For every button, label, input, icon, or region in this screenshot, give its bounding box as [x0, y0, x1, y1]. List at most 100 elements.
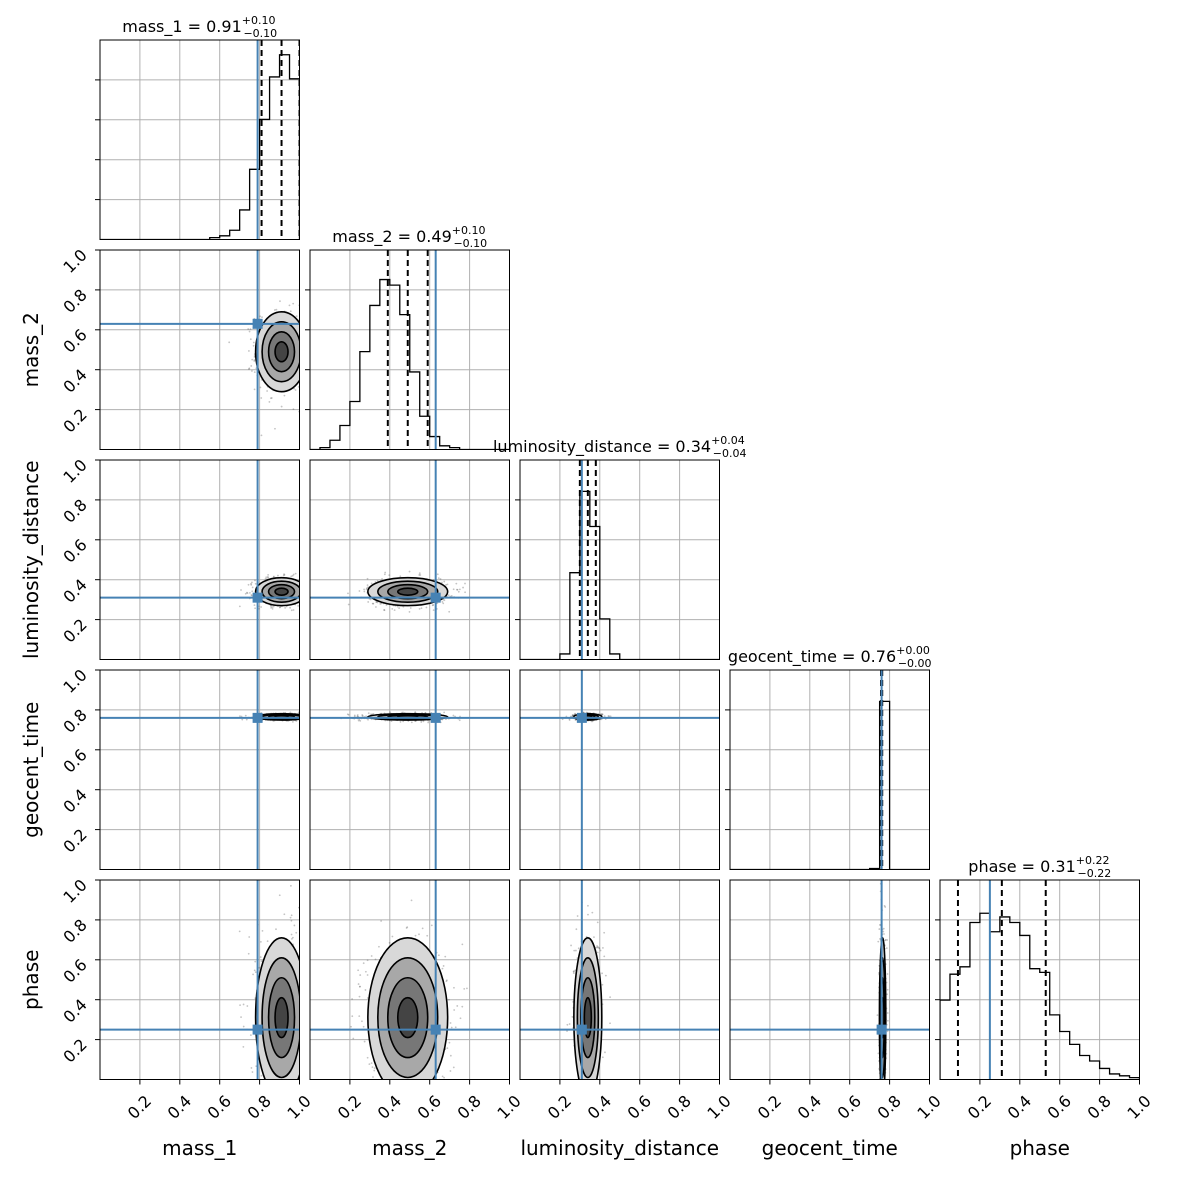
sample-point: [591, 720, 593, 723]
sample-point: [381, 577, 383, 580]
contour-line: [367, 576, 449, 607]
sample-point: [273, 575, 275, 578]
sample-point: [251, 358, 254, 361]
sample-point: [280, 1081, 282, 1083]
histogram-panel-geocent_time: geocent_time = 0.76+0.00 −0.00: [725, 644, 932, 870]
sample-point: [301, 719, 303, 721]
sample-point: [251, 586, 254, 589]
sample-point: [571, 714, 574, 717]
sample-point: [389, 711, 391, 713]
sample-point: [295, 931, 298, 934]
scatter-panel-mass_2-vs-luminosity_distance: [309, 459, 510, 660]
sample-point: [247, 583, 250, 586]
sample-point: [306, 592, 308, 594]
sample-point: [267, 576, 270, 579]
sample-point: [254, 1090, 256, 1092]
sample-point: [252, 973, 254, 976]
sample-point: [450, 595, 453, 597]
truth-marker: [430, 592, 441, 603]
sample-point: [303, 586, 305, 588]
y-tick-label: 0.4: [59, 785, 90, 816]
sample-point: [285, 1099, 287, 1101]
panel-frame: [309, 459, 510, 660]
sample-point: [290, 575, 293, 578]
sample-point: [367, 712, 370, 715]
sample-point: [455, 582, 458, 585]
sample-point: [302, 717, 304, 719]
y-tick-label: 0.8: [59, 495, 90, 526]
y-tick-label: 0.2: [59, 405, 90, 436]
sample-point: [306, 581, 308, 583]
sample-point: [269, 1128, 271, 1130]
sample-point: [264, 578, 267, 580]
sample-point: [304, 589, 306, 591]
sample-point: [251, 581, 253, 584]
sample-point: [295, 315, 298, 318]
sample-point: [370, 582, 373, 585]
sample-point: [300, 375, 302, 377]
sample-point: [302, 348, 304, 350]
panel-title: mass_1 = 0.91+0.10 −0.10: [122, 14, 277, 40]
sample-point: [443, 711, 446, 714]
sample-point: [303, 988, 305, 990]
contour-line: [267, 330, 296, 373]
sample-point: [303, 592, 305, 594]
histogram-step: [730, 700, 930, 870]
sample-point: [253, 360, 256, 362]
sample-point: [291, 720, 294, 723]
sample-point: [376, 579, 379, 582]
sample-point: [462, 586, 464, 589]
sample-point: [312, 355, 314, 357]
sample-point: [252, 344, 255, 347]
sample-point: [418, 572, 421, 575]
sample-point: [457, 590, 460, 593]
sample-point: [458, 588, 461, 591]
sample-point: [393, 609, 396, 612]
sample-point: [307, 999, 309, 1001]
sample-point: [303, 989, 305, 991]
y-tick-label: 0.8: [59, 705, 90, 736]
sample-point: [269, 397, 272, 400]
sample-point: [275, 928, 277, 931]
sample-point: [248, 330, 251, 333]
sample-point: [250, 365, 253, 367]
sample-point: [281, 1086, 283, 1088]
sample-point: [358, 718, 361, 721]
sample-point: [284, 1096, 286, 1098]
y-tick-label: 0.4: [59, 365, 90, 396]
sample-point: [443, 599, 446, 602]
sample-point: [289, 310, 292, 313]
sample-point: [303, 1052, 305, 1054]
sample-point: [259, 956, 262, 958]
density-fill: [275, 341, 289, 362]
sample-point: [273, 309, 276, 311]
sample-point: [313, 1007, 315, 1009]
sample-point: [292, 302, 295, 305]
sample-point: [398, 607, 401, 609]
sample-point: [366, 587, 368, 590]
sample-point: [304, 347, 306, 349]
sample-point: [275, 1125, 277, 1127]
y-tick-label: 1.0: [59, 665, 90, 696]
sample-point: [306, 713, 308, 715]
sample-point: [268, 401, 271, 403]
sample-point: [279, 1104, 281, 1106]
sample-point: [414, 711, 417, 714]
histogram-panel-luminosity_distance: luminosity_distance = 0.34+0.04 −0.04: [493, 434, 747, 660]
contour-line: [396, 587, 419, 596]
sample-point: [290, 919, 293, 922]
contour-line: [377, 580, 439, 603]
sample-point: [302, 590, 304, 592]
sample-point: [272, 605, 275, 608]
sample-point: [279, 300, 281, 303]
sample-point: [261, 316, 263, 319]
truth-marker: [252, 592, 263, 603]
sample-point: [289, 916, 292, 919]
sample-point: [302, 597, 304, 599]
sample-point: [347, 592, 349, 595]
sample-point: [443, 580, 446, 583]
sample-point: [366, 584, 369, 587]
sample-point: [356, 715, 359, 718]
sample-point: [260, 606, 263, 608]
sample-point: [290, 914, 293, 917]
